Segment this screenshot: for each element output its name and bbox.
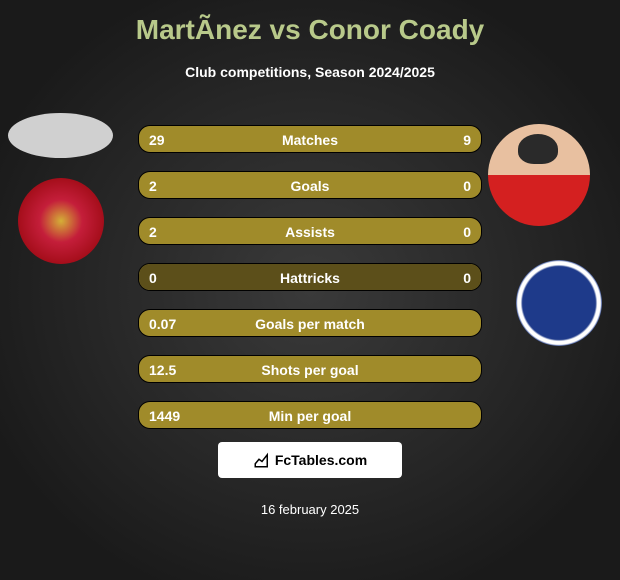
club-left-badge [18, 178, 104, 264]
stat-value-left: 0.07 [149, 310, 176, 337]
stat-row: Goals per match0.07 [138, 309, 482, 337]
stat-row: Shots per goal12.5 [138, 355, 482, 383]
stat-value-right: 9 [463, 126, 471, 153]
club-right-badge [516, 260, 602, 346]
stat-value-left: 2 [149, 218, 157, 245]
stat-value-left: 0 [149, 264, 157, 291]
date-label: 16 february 2025 [0, 502, 620, 517]
stat-label: Shots per goal [139, 356, 481, 383]
player-left-avatar [8, 113, 113, 158]
stats-container: Matches299Goals20Assists20Hattricks00Goa… [138, 125, 482, 447]
stat-label: Assists [139, 218, 481, 245]
stat-row: Min per goal1449 [138, 401, 482, 429]
stat-value-left: 12.5 [149, 356, 176, 383]
stat-value-left: 29 [149, 126, 165, 153]
stat-row: Goals2 0 [138, 171, 482, 199]
player-right-avatar [488, 124, 590, 226]
chart-icon [253, 451, 271, 469]
footer-brand: FcTables.com [218, 442, 402, 478]
stat-value-right: 0 [463, 172, 471, 199]
stat-label: Min per goal [139, 402, 481, 429]
page-title: MartÃ­nez vs Conor Coady [0, 0, 620, 46]
stat-row: Matches29 9 [138, 125, 482, 153]
stat-value-right: 0 [463, 264, 471, 291]
stat-value-left: 1449 [149, 402, 180, 429]
stat-label: Goals [139, 172, 481, 199]
stat-label: Matches [139, 126, 481, 153]
stat-label: Goals per match [139, 310, 481, 337]
subtitle: Club competitions, Season 2024/2025 [0, 64, 620, 80]
stat-row: Hattricks0 0 [138, 263, 482, 291]
footer-brand-label: FcTables.com [275, 452, 367, 468]
stat-value-right: 0 [463, 218, 471, 245]
stat-row: Assists2 0 [138, 217, 482, 245]
stat-label: Hattricks [139, 264, 481, 291]
stat-value-left: 2 [149, 172, 157, 199]
